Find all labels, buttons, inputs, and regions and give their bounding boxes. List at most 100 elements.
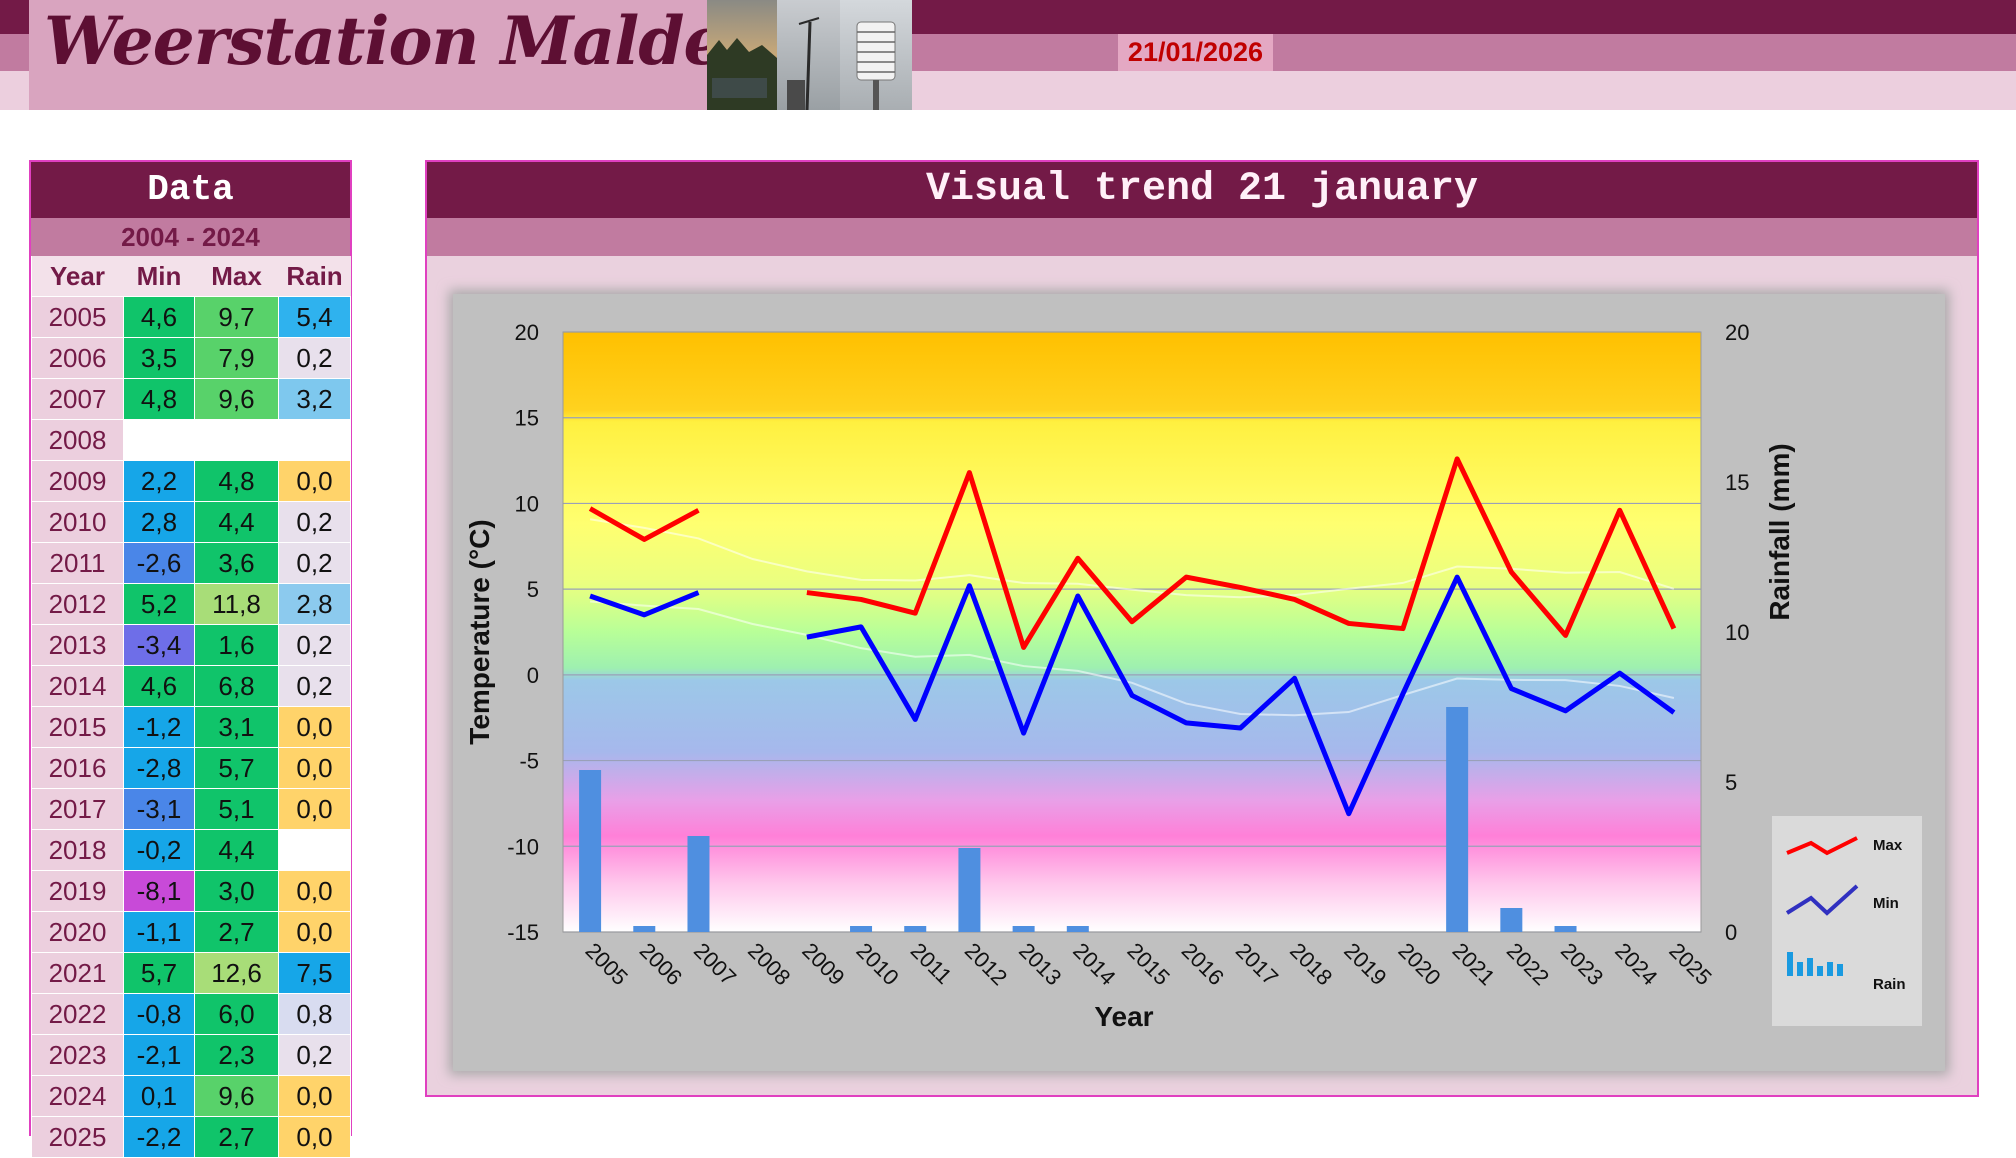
y-tick-label: 5 (527, 577, 539, 602)
rain-bar (579, 770, 602, 932)
max-cell: 4,4 (194, 829, 279, 871)
plot-border (562, 331, 1702, 933)
rain-cell: 0,2 (278, 1034, 351, 1076)
rain-bar (1446, 707, 1469, 932)
y-tick-label: 10 (515, 491, 539, 516)
legend-rain-icon (1827, 962, 1833, 976)
header-max: Max (194, 256, 279, 297)
rain-cell: 0,2 (278, 337, 351, 379)
table-row: 2023 -2,1 2,3 0,2 (31, 1034, 351, 1076)
max-cell: 1,6 (194, 624, 279, 666)
data-table: Year Min Max Rain 2005 4,6 9,7 5,4 2006 3,5 7,… (31, 256, 351, 1158)
year-cell: 2011 (31, 542, 124, 584)
min-cell: -0,2 (123, 829, 195, 871)
table-row: 2024 0,1 9,6 0,0 (31, 1075, 351, 1117)
y-tick-label: 0 (527, 663, 539, 688)
legend-rain-icon (1797, 962, 1803, 976)
min-cell (123, 419, 195, 461)
rain-cell: 3,2 (278, 378, 351, 420)
year-cell: 2015 (31, 706, 124, 748)
min-cell: -3,4 (123, 624, 195, 666)
data-table-body: 2005 4,6 9,7 5,4 2006 3,5 7,9 0,2 2007 4,8 9,6 3,2 2… (31, 296, 351, 1158)
rain-cell: 0,0 (278, 1075, 351, 1117)
max-cell (194, 419, 279, 461)
year-cell: 2007 (31, 378, 124, 420)
table-row: 2006 3,5 7,9 0,2 (31, 337, 351, 379)
max-cell: 2,3 (194, 1034, 279, 1076)
legend-rain-icon (1787, 952, 1793, 976)
header-rain: Rain (278, 256, 351, 297)
data-panel-title: Data (31, 162, 350, 218)
table-row: 2017 -3,1 5,1 0,0 (31, 788, 351, 830)
current-date: 21/01/2026 (1118, 34, 1273, 71)
max-cell: 5,1 (194, 788, 279, 830)
min-cell: -1,1 (123, 911, 195, 953)
y-tick-label: 15 (515, 406, 539, 431)
year-cell: 2019 (31, 870, 124, 912)
year-cell: 2013 (31, 624, 124, 666)
y2-tick-label: 20 (1725, 320, 1749, 345)
max-cell: 3,1 (194, 706, 279, 748)
rain-bar (687, 836, 710, 932)
header-min: Min (123, 256, 195, 297)
header-photos (707, 0, 912, 110)
min-cell: -2,2 (123, 1116, 195, 1158)
year-cell: 2022 (31, 993, 124, 1035)
trendline-max (589, 518, 1675, 599)
rain-cell (278, 419, 351, 461)
legend-rain-icon (1837, 964, 1843, 976)
rain-bar (1500, 908, 1523, 932)
table-row: 2011 -2,6 3,6 0,2 (31, 542, 351, 584)
year-cell: 2024 (31, 1075, 124, 1117)
legend-min-icon (1785, 884, 1859, 916)
table-row: 2018 -0,2 4,4 (31, 829, 351, 871)
table-row: 2015 -1,2 3,1 0,0 (31, 706, 351, 748)
legend-min-label: Min (1873, 895, 1899, 912)
y-tick-label: -5 (519, 749, 539, 774)
rain-cell: 0,0 (278, 1116, 351, 1158)
chart-panel-title: Visual trend 21 january (427, 162, 1977, 218)
max-cell: 11,8 (194, 583, 279, 625)
y2-axis-title: Rainfall (mm) (1764, 443, 1795, 620)
table-row: 2007 4,8 9,6 3,2 (31, 378, 351, 420)
max-cell: 4,4 (194, 501, 279, 543)
y-tick-label: -10 (507, 834, 539, 859)
y-axis-title: Temperature (°C) (464, 519, 495, 744)
rain-cell: 0,0 (278, 870, 351, 912)
max-cell: 4,8 (194, 460, 279, 502)
trendline-min (590, 600, 1675, 717)
rain-bar (1012, 926, 1035, 932)
year-cell: 2023 (31, 1034, 124, 1076)
rain-cell: 7,5 (278, 952, 351, 994)
y2-tick-label: 0 (1725, 920, 1737, 945)
max-cell: 3,6 (194, 542, 279, 584)
min-cell: 5,7 (123, 952, 195, 994)
chart-panel-subbar (427, 218, 1977, 256)
year-cell: 2020 (31, 911, 124, 953)
table-row: 2005 4,6 9,7 5,4 (31, 296, 351, 338)
table-row: 2012 5,2 11,8 2,8 (31, 583, 351, 625)
min-cell: 4,6 (123, 665, 195, 707)
year-cell: 2005 (31, 296, 124, 338)
legend-max-label: Max (1873, 837, 1903, 854)
table-row: 2019 -8,1 3,0 0,0 (31, 870, 351, 912)
max-cell: 2,7 (194, 911, 279, 953)
rain-cell: 0,8 (278, 993, 351, 1035)
year-cell: 2025 (31, 1116, 124, 1158)
table-row: 2020 -1,1 2,7 0,0 (31, 911, 351, 953)
table-row: 2025 -2,2 2,7 0,0 (31, 1116, 351, 1158)
year-cell: 2014 (31, 665, 124, 707)
year-cell: 2018 (31, 829, 124, 871)
line-max (588, 456, 1677, 650)
rain-bar (633, 926, 656, 932)
legend-max-icon (1786, 836, 1858, 856)
rain-cell: 0,2 (278, 501, 351, 543)
min-cell: -2,8 (123, 747, 195, 789)
max-cell: 2,7 (194, 1116, 279, 1158)
year-cell: 2006 (31, 337, 124, 379)
rain-cell: 0,2 (278, 542, 351, 584)
min-cell: 0,1 (123, 1075, 195, 1117)
y2-tick-label: 15 (1725, 470, 1749, 495)
table-row: 2008 (31, 419, 351, 461)
y2-tick-label: 10 (1725, 620, 1749, 645)
